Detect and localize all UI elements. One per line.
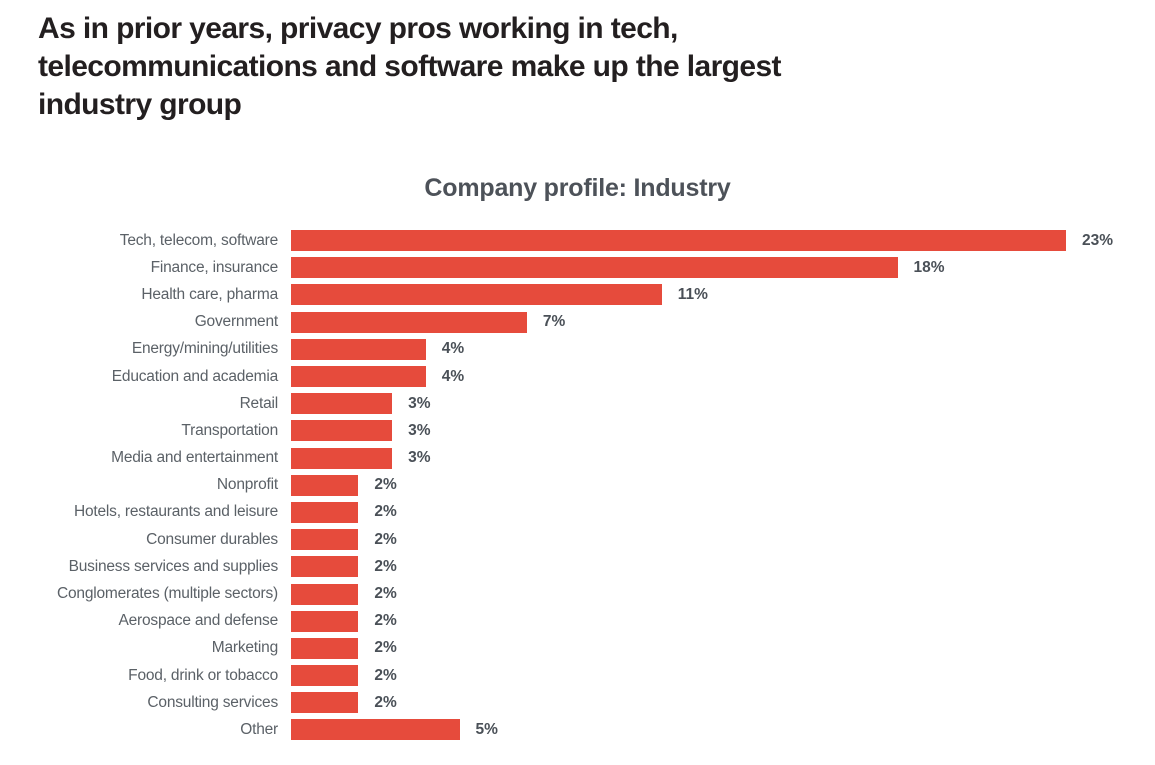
category-label: Tech, telecom, software bbox=[119, 231, 278, 249]
bar bbox=[291, 529, 359, 551]
bar bbox=[291, 338, 426, 360]
bar bbox=[291, 257, 898, 279]
value-label: 7% bbox=[542, 313, 566, 331]
value-label: 3% bbox=[408, 449, 431, 467]
bar bbox=[291, 583, 359, 605]
value-label: 2% bbox=[374, 612, 397, 630]
bar bbox=[291, 474, 359, 496]
value-label: 2% bbox=[374, 557, 397, 575]
value-label: 2% bbox=[374, 503, 397, 521]
chart-title: Company profile: Industry bbox=[424, 174, 731, 202]
table-row: Conglomerates (multiple sectors) 2% bbox=[0, 580, 1155, 607]
table-row: Hotels, restaurants and leisure 2% bbox=[0, 499, 1155, 526]
table-row: Transportation 3% bbox=[0, 417, 1155, 444]
category-label: Education and academia bbox=[111, 367, 278, 385]
category-label: Consumer durables bbox=[146, 530, 278, 548]
value-label: 23% bbox=[1082, 231, 1114, 249]
category-label: Aerospace and defense bbox=[118, 612, 278, 630]
table-row: Business services and supplies 2% bbox=[0, 553, 1155, 580]
bar bbox=[291, 284, 662, 306]
category-label: Finance, insurance bbox=[150, 258, 279, 276]
bar bbox=[291, 501, 359, 523]
table-row: Education and academia 4% bbox=[0, 363, 1155, 390]
bar bbox=[291, 393, 393, 415]
bar bbox=[291, 311, 527, 333]
page-title: As in prior years, privacy pros working … bbox=[38, 10, 1098, 124]
bar-rows: Tech, telecom, software 23% Finance, insur… bbox=[0, 227, 1155, 744]
page-title-line-2: telecommunications and software make up … bbox=[38, 50, 782, 83]
value-label: 11% bbox=[677, 285, 708, 303]
category-label: Business services and supplies bbox=[68, 557, 279, 575]
table-row: Nonprofit 2% bbox=[0, 472, 1155, 499]
category-label: Marketing bbox=[211, 639, 278, 657]
table-row: Energy/mining/utilities 4% bbox=[0, 336, 1155, 363]
value-label: 4% bbox=[441, 340, 465, 358]
category-label: Conglomerates (multiple sectors) bbox=[56, 585, 278, 603]
bar bbox=[291, 610, 359, 632]
bar bbox=[291, 447, 393, 469]
page-title-line-3: industry group bbox=[38, 88, 242, 121]
table-row: Consulting services 2% bbox=[0, 689, 1155, 716]
value-label: 2% bbox=[374, 585, 397, 603]
category-label: Energy/mining/utilities bbox=[131, 340, 278, 358]
category-label: Hotels, restaurants and leisure bbox=[73, 503, 278, 521]
bar bbox=[291, 366, 426, 388]
bar bbox=[291, 230, 1066, 252]
category-label: Government bbox=[194, 313, 278, 331]
category-label: Transportation bbox=[181, 421, 278, 439]
table-row: Consumer durables 2% bbox=[0, 526, 1155, 553]
category-label: Retail bbox=[239, 394, 279, 412]
bar bbox=[291, 420, 393, 442]
value-label: 2% bbox=[374, 666, 397, 684]
category-label: Other bbox=[240, 720, 278, 738]
value-label: 3% bbox=[408, 394, 431, 412]
table-row: Media and entertainment 3% bbox=[0, 445, 1155, 472]
table-row: Food, drink or tobacco 2% bbox=[0, 662, 1155, 689]
table-row: Government 7% bbox=[0, 309, 1155, 336]
value-label: 2% bbox=[374, 530, 397, 548]
bar bbox=[291, 719, 460, 741]
category-label: Consulting services bbox=[147, 693, 278, 711]
page-title-line-1: As in prior years, privacy pros working … bbox=[38, 12, 678, 45]
bar bbox=[291, 637, 359, 659]
bar-chart: Tech, telecom, software 23% Finance, insur… bbox=[0, 227, 1155, 744]
table-row: Tech, telecom, software 23% bbox=[0, 227, 1155, 254]
value-label: 3% bbox=[408, 421, 431, 439]
category-label: Media and entertainment bbox=[111, 449, 278, 467]
category-label: Food, drink or tobacco bbox=[128, 666, 278, 684]
table-row: Health care, pharma 11% bbox=[0, 281, 1155, 308]
value-label: 2% bbox=[374, 693, 397, 711]
value-label: 2% bbox=[374, 639, 397, 657]
table-row: Other 5% bbox=[0, 716, 1155, 743]
table-row: Finance, insurance 18% bbox=[0, 254, 1155, 281]
category-label: Health care, pharma bbox=[141, 285, 278, 303]
bar bbox=[291, 665, 359, 687]
category-label: Nonprofit bbox=[216, 476, 278, 494]
bar bbox=[291, 692, 359, 714]
table-row: Marketing 2% bbox=[0, 635, 1155, 662]
value-label: 18% bbox=[913, 258, 945, 276]
value-label: 5% bbox=[475, 720, 498, 738]
bar bbox=[291, 556, 359, 578]
table-row: Aerospace and defense 2% bbox=[0, 608, 1155, 635]
table-row: Retail 3% bbox=[0, 390, 1155, 417]
value-label: 2% bbox=[374, 476, 397, 494]
value-label: 4% bbox=[441, 367, 465, 385]
